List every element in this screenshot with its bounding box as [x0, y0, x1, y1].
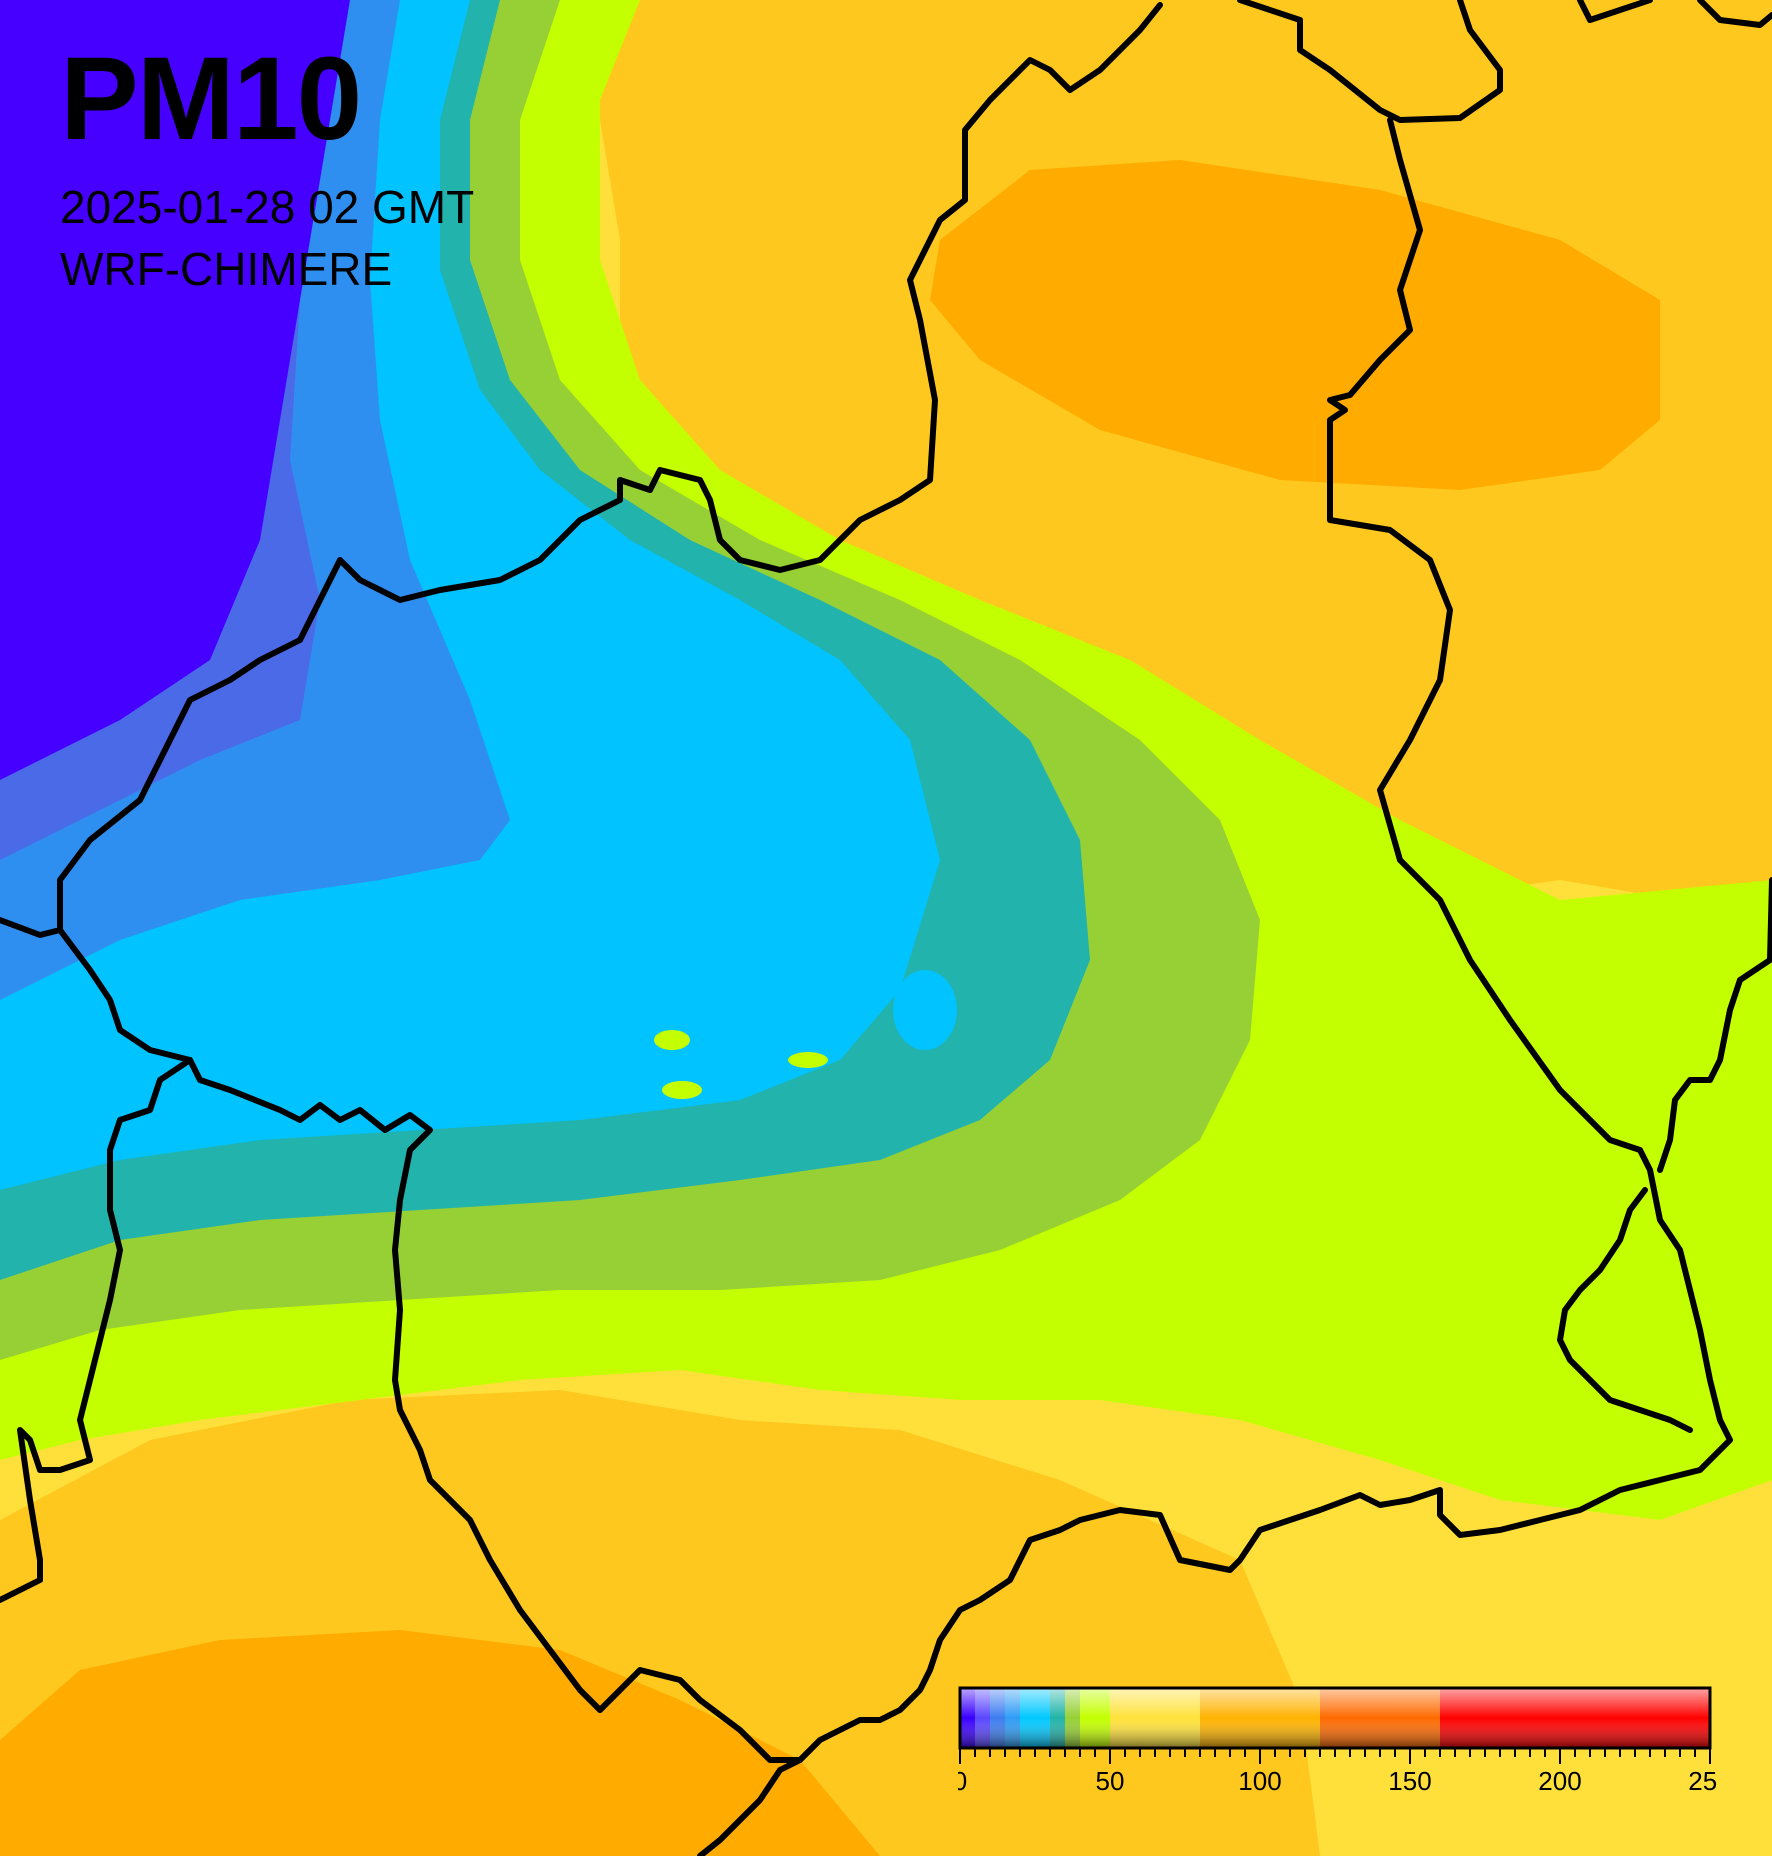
color-scale-label: 50 — [1096, 1766, 1125, 1796]
color-scale-label: 200 — [1538, 1766, 1581, 1796]
border-east — [1237, 0, 1503, 123]
contour-orange-north — [930, 160, 1660, 490]
border-top-right-2 — [1697, 0, 1772, 28]
border-top-right — [1577, 0, 1653, 23]
contour-deep-blue — [0, 0, 350, 780]
contour-island — [654, 1030, 690, 1050]
map-model: WRF-CHIMERE — [60, 243, 393, 295]
border-south-inner — [597, 1667, 803, 1763]
border-southeast — [697, 1167, 1733, 1856]
color-scale-label: 100 — [1238, 1766, 1281, 1796]
contour-island — [788, 1052, 828, 1068]
contour-island — [662, 1081, 702, 1099]
color-scale-labels: 0 50 100 150 200 250 — [958, 1766, 1718, 1796]
color-scale-label: 0 — [958, 1766, 967, 1796]
color-scale-label: 250 — [1688, 1766, 1718, 1796]
border-east-2 — [1327, 117, 1653, 1173]
map-title-block: PM10 2025-01-28 02 GMT WRF-CHIMERE — [60, 40, 474, 300]
color-scale-legend: 0 50 100 150 200 250 — [958, 1686, 1718, 1796]
color-scale-shading — [960, 1688, 1710, 1748]
map-title: PM10 — [60, 33, 362, 165]
border-southwest — [0, 1057, 193, 1603]
coastline-north — [0, 2, 1163, 938]
color-scale-label: 150 — [1388, 1766, 1431, 1796]
contour-orange-south — [0, 1630, 880, 1856]
color-scale-ticks — [959, 1748, 1711, 1764]
map-datetime: 2025-01-28 02 GMT — [60, 181, 475, 233]
coastline-peninsula — [1557, 1187, 1693, 1433]
contour-island — [893, 970, 957, 1050]
border-far-east — [1657, 877, 1772, 1173]
